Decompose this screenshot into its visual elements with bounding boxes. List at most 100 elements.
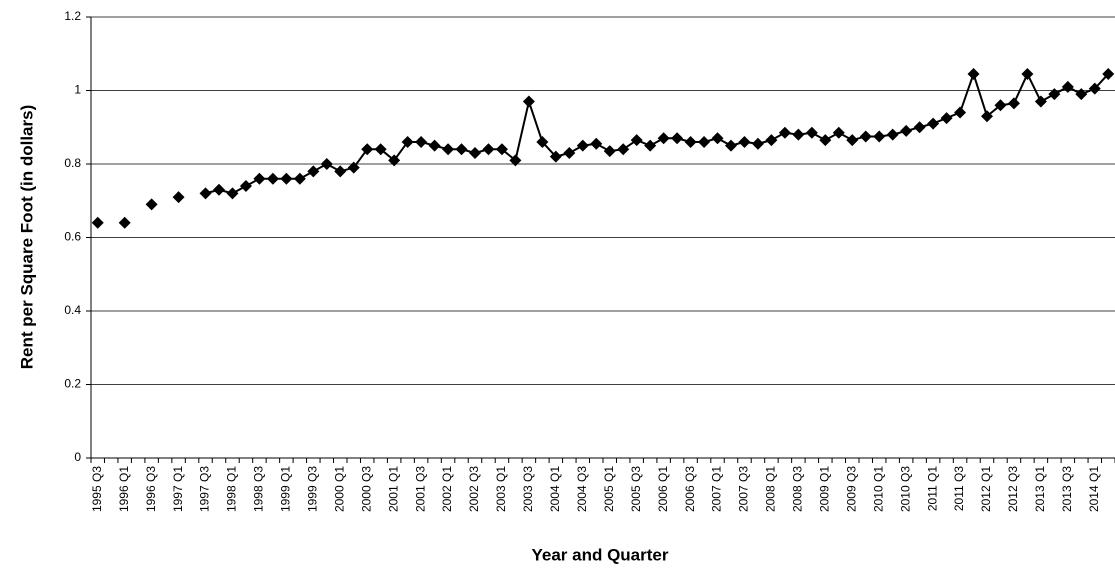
x-tick-label: 1997 Q1	[171, 466, 185, 512]
marker	[886, 128, 899, 141]
marker	[1061, 80, 1074, 93]
x-tick-label: 1997 Q3	[198, 466, 212, 512]
marker	[199, 187, 212, 200]
marker	[522, 95, 535, 108]
marker	[657, 132, 670, 145]
marker	[900, 124, 913, 137]
marker	[725, 139, 737, 152]
marker	[442, 143, 455, 156]
marker	[347, 161, 360, 174]
x-tick-label: 2000 Q1	[332, 466, 346, 512]
marker	[1021, 67, 1034, 80]
x-tick-label: 2008 Q1	[764, 466, 778, 512]
marker	[1034, 95, 1047, 108]
y-tick-label: 0	[74, 450, 81, 464]
marker	[469, 146, 481, 159]
x-tick-label: 1996 Q1	[117, 466, 131, 512]
y-axis-title: Rent per Square Foot (in dollars)	[17, 105, 36, 369]
x-tick-label: 2012 Q3	[1006, 466, 1020, 512]
marker	[832, 126, 845, 139]
marker	[738, 135, 751, 148]
marker	[536, 135, 549, 148]
marker	[172, 191, 185, 204]
marker	[334, 165, 347, 178]
marker	[388, 154, 401, 167]
marker	[940, 112, 953, 125]
marker	[495, 143, 508, 156]
marker	[778, 126, 791, 139]
marker	[91, 216, 104, 229]
x-tick-label: 2003 Q1	[494, 466, 508, 512]
marker	[280, 172, 293, 185]
marker	[320, 158, 333, 170]
x-tick-label: 2004 Q1	[548, 466, 562, 512]
x-tick-label: 2013 Q1	[1033, 466, 1047, 512]
marker	[954, 106, 967, 119]
x-tick-label: 2013 Q3	[1060, 466, 1074, 512]
marker	[644, 139, 657, 152]
marker	[1075, 88, 1088, 101]
x-tick-label: 2003 Q3	[521, 466, 535, 512]
x-tick-label: 2004 Q3	[575, 466, 589, 512]
x-tick-label: 2005 Q3	[629, 466, 643, 512]
marker	[509, 154, 522, 167]
x-tick-label: 2006 Q3	[683, 466, 697, 512]
marker	[576, 139, 589, 152]
x-tick-label: 1999 Q1	[279, 466, 293, 512]
marker	[226, 187, 239, 200]
x-tick-label: 2011 Q3	[952, 466, 966, 511]
x-tick-label: 2007 Q3	[737, 466, 751, 512]
marker	[927, 117, 940, 130]
marker	[603, 145, 616, 158]
x-tick-label: 2009 Q3	[844, 466, 858, 512]
marker	[361, 143, 374, 156]
x-tick-label: 2011 Q1	[925, 466, 939, 511]
marker	[266, 172, 279, 185]
x-axis-title: Year and Quarter	[531, 545, 668, 564]
marker	[374, 143, 387, 156]
marker	[981, 110, 993, 123]
marker	[253, 172, 266, 185]
x-tick-label: 1999 Q3	[305, 466, 319, 512]
marker	[859, 130, 872, 143]
marker	[967, 67, 980, 80]
marker	[698, 135, 711, 148]
marker	[145, 198, 158, 211]
x-tick-label: 2005 Q1	[602, 466, 616, 512]
marker	[1088, 82, 1101, 95]
marker	[873, 130, 886, 143]
marker	[1102, 67, 1115, 80]
marker	[482, 143, 495, 156]
x-tick-label: 2009 Q1	[817, 466, 831, 512]
marker	[805, 126, 818, 139]
marker	[846, 134, 859, 147]
marker	[428, 139, 441, 152]
x-tick-label: 2002 Q3	[467, 466, 481, 512]
x-tick-label: 2001 Q3	[413, 466, 427, 512]
y-tick-label: 0.4	[64, 303, 81, 317]
x-tick-label: 2012 Q1	[979, 466, 993, 512]
y-tick-label: 0.6	[64, 230, 81, 244]
x-tick-label: 2007 Q1	[710, 466, 724, 512]
marker	[765, 134, 778, 147]
y-tick-label: 1	[74, 83, 81, 97]
marker	[630, 134, 643, 147]
marker	[293, 172, 306, 185]
marker	[239, 180, 252, 193]
x-tick-label: 1998 Q3	[252, 466, 266, 512]
marker	[994, 99, 1007, 112]
marker	[792, 128, 805, 141]
marker	[118, 216, 131, 229]
y-tick-label: 0.2	[64, 377, 81, 391]
marker	[751, 137, 764, 150]
marker	[711, 132, 724, 145]
x-tick-label: 2002 Q1	[440, 466, 454, 512]
marker	[671, 132, 684, 145]
x-tick-label: 2014 Q1	[1087, 466, 1101, 512]
marker	[1048, 88, 1061, 101]
marker	[455, 143, 468, 156]
marker	[307, 165, 320, 178]
x-tick-label: 2010 Q3	[898, 466, 912, 512]
marker	[213, 183, 225, 196]
x-tick-label: 2006 Q1	[656, 466, 670, 512]
